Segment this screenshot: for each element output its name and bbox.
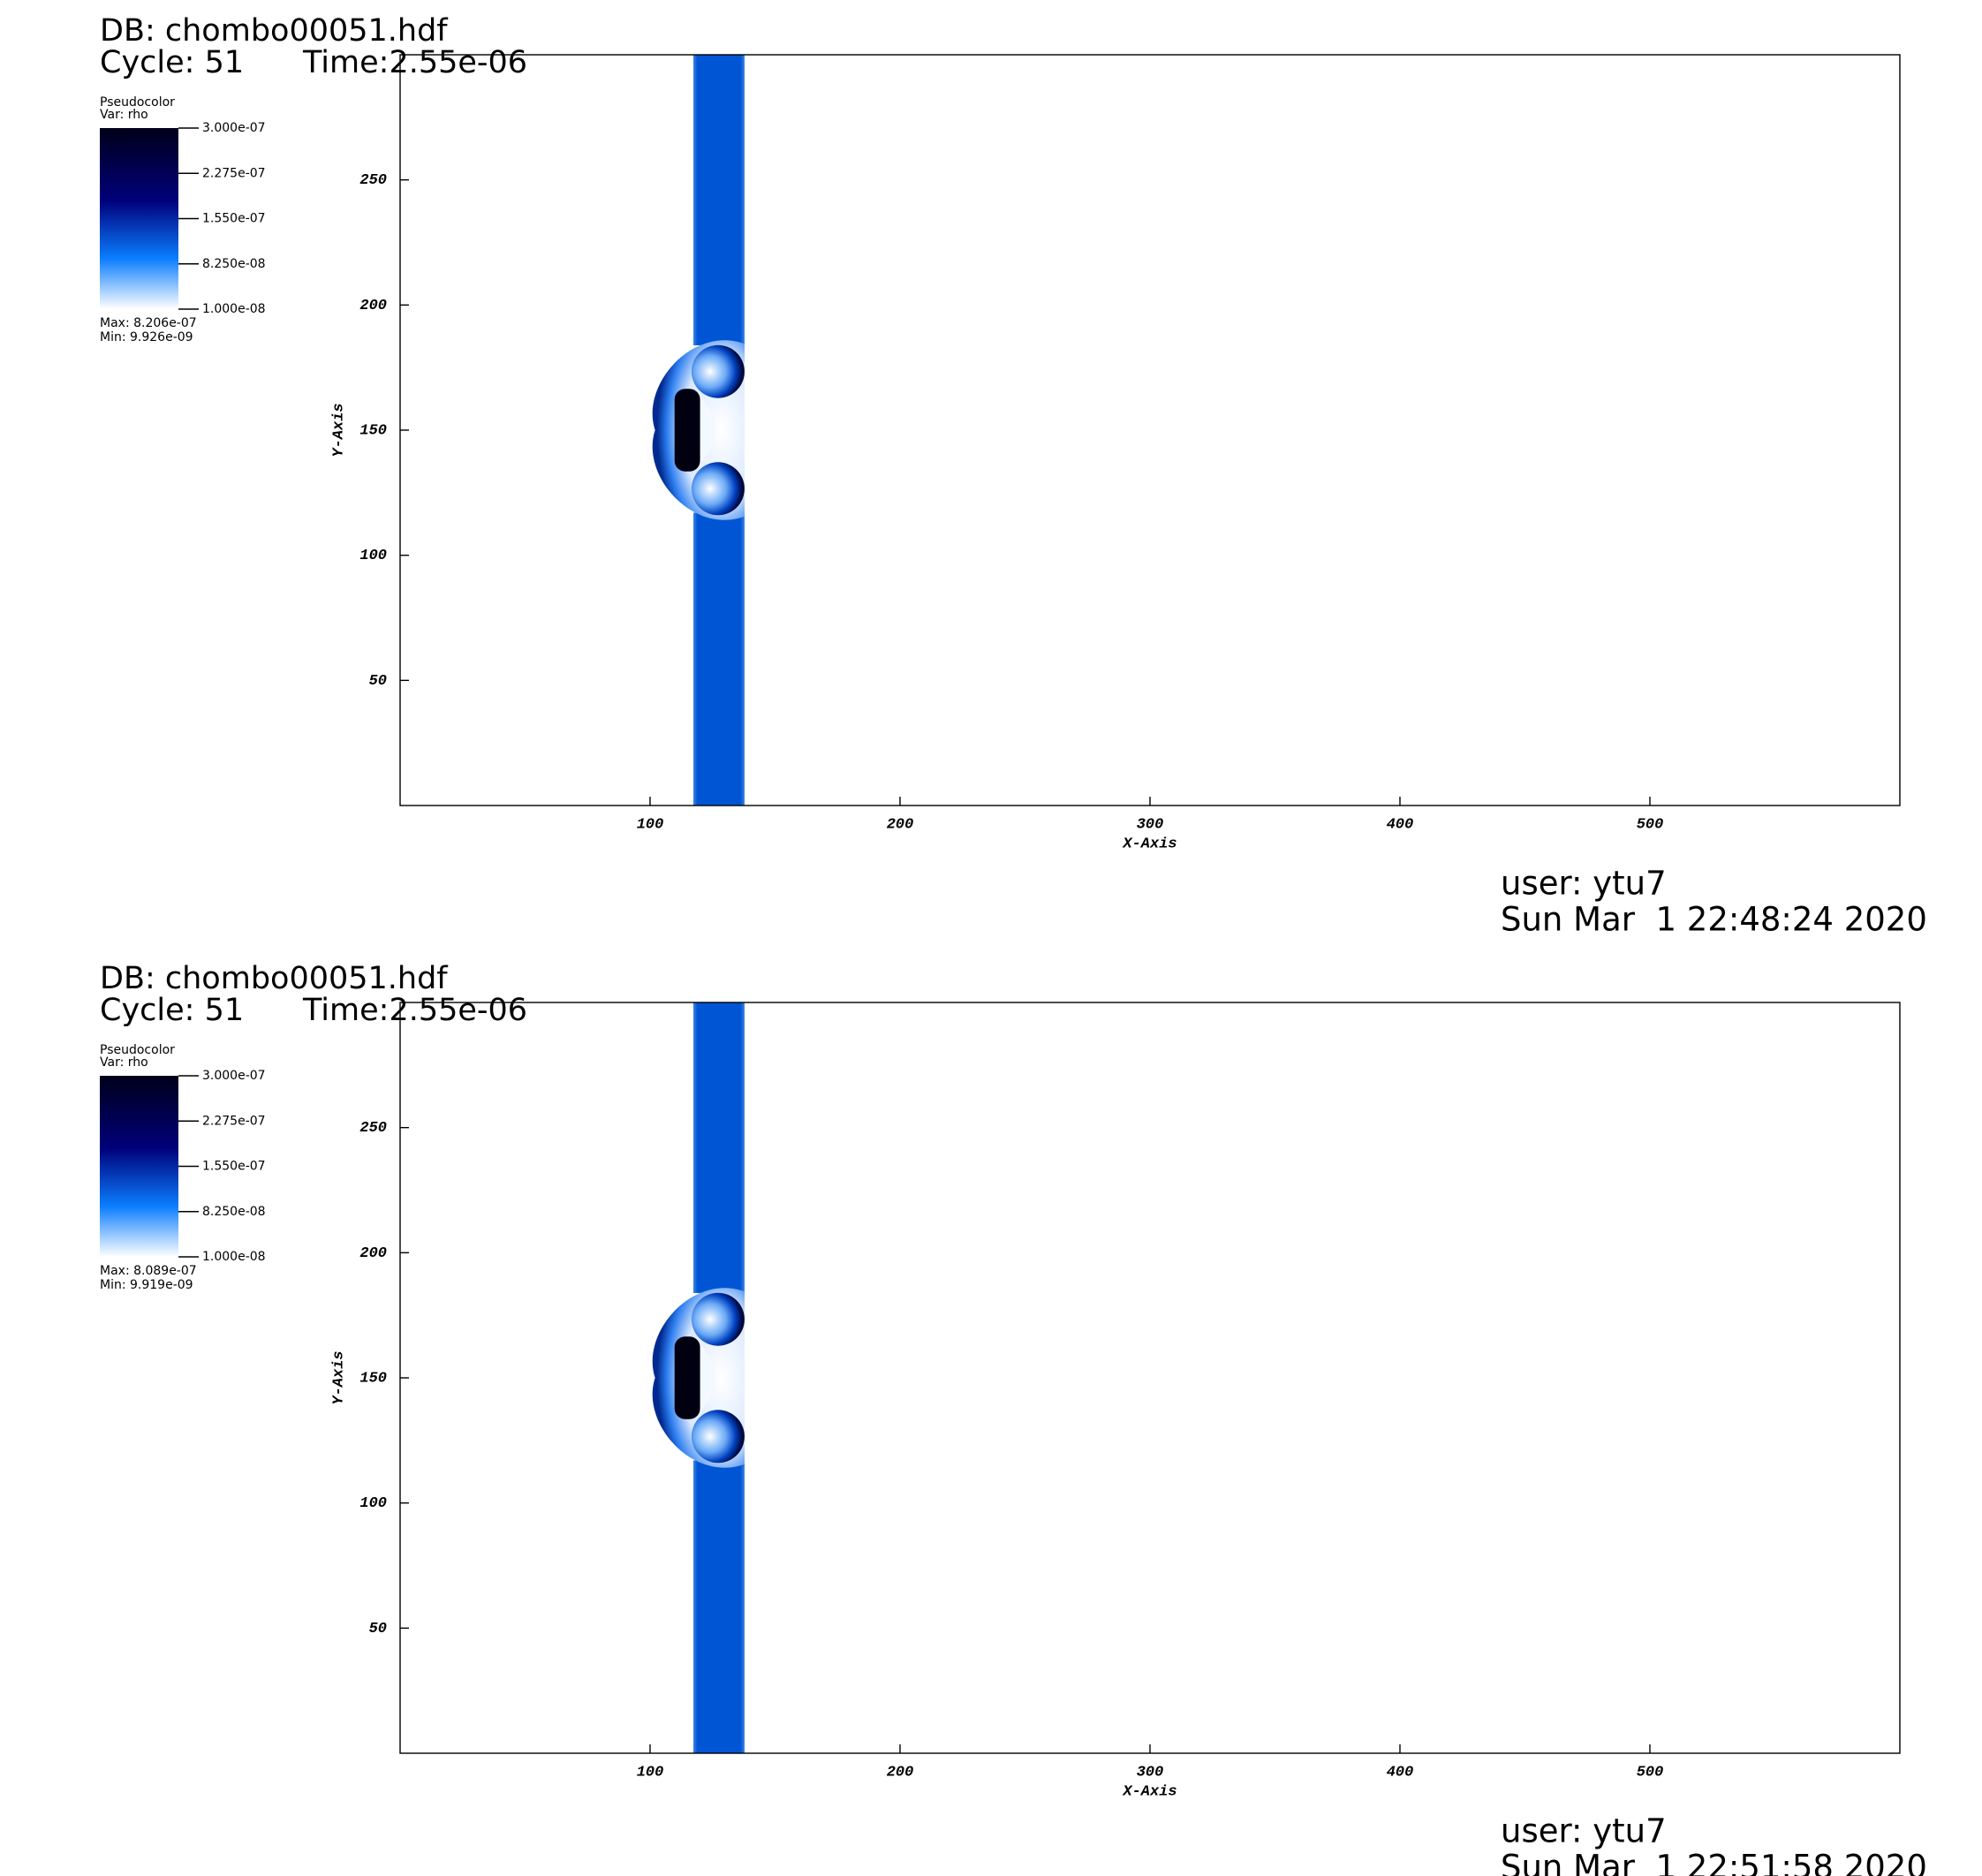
y-axis-title: Y-Axis — [330, 1350, 347, 1404]
lower-lobe — [691, 462, 745, 516]
x-tick-label: 100 — [637, 1764, 664, 1781]
colorbar-label: 1.550e-07 — [202, 212, 266, 226]
flow-band — [692, 1002, 745, 1293]
x-tick-label: 400 — [1387, 1764, 1414, 1781]
x-tick-label: 500 — [1637, 816, 1664, 833]
y-tick-label: 100 — [359, 548, 387, 564]
x-tick-label: 100 — [637, 816, 664, 833]
user: user: ytu7 — [1501, 865, 1667, 903]
db-name: DB: chombo00051.hdf — [100, 13, 448, 49]
x-tick-label: 500 — [1637, 1764, 1664, 1781]
dense-core — [674, 389, 700, 472]
colorbar-label: 2.275e-07 — [202, 166, 266, 180]
field — [652, 1002, 745, 1753]
max-label: Max: 8.206e-07 — [100, 316, 197, 330]
plot-frame — [399, 54, 1901, 806]
x-tick-label: 300 — [1137, 1764, 1164, 1781]
colorbar — [100, 128, 178, 309]
x-tick-label: 200 — [887, 1764, 914, 1781]
min-label: Min: 9.919e-09 — [100, 1278, 193, 1292]
plot-name: Pseudocolor — [100, 1043, 175, 1057]
y-tick-label: 50 — [369, 673, 387, 690]
variable: Var: rho — [100, 1055, 148, 1070]
y-tick-label: 50 — [369, 1621, 387, 1638]
plot-frame — [399, 1002, 1901, 1754]
flow-band — [692, 55, 745, 345]
y-tick-label: 200 — [359, 298, 387, 314]
user: user: ytu7 — [1501, 1812, 1667, 1850]
colorbar-label: 3.000e-07 — [202, 1069, 266, 1083]
min-label: Min: 9.926e-09 — [100, 330, 193, 344]
dense-core — [674, 1336, 700, 1419]
colorbar-label: 8.250e-08 — [202, 1205, 266, 1219]
colorbar-label: 1.000e-08 — [202, 1250, 266, 1264]
max-label: Max: 8.089e-07 — [100, 1264, 197, 1278]
colorbar-label: 3.000e-07 — [202, 121, 266, 135]
colorbar — [100, 1076, 178, 1257]
field — [652, 55, 745, 806]
y-tick-label: 250 — [359, 172, 387, 189]
db-name: DB: chombo00051.hdf — [100, 961, 448, 996]
colorbar-label: 2.275e-07 — [202, 1114, 266, 1128]
y-axis-title: Y-Axis — [330, 403, 347, 457]
x-axis-title: X-Axis — [1122, 1783, 1176, 1800]
flow-band — [692, 1460, 745, 1753]
colorbar-label: 1.550e-07 — [202, 1160, 266, 1174]
cycle: Cycle: 51 — [100, 45, 244, 80]
colorbar-label: 8.250e-08 — [202, 257, 266, 271]
x-tick-label: 300 — [1137, 816, 1164, 833]
variable: Var: rho — [100, 108, 148, 122]
y-tick-label: 150 — [359, 1370, 387, 1387]
cycle: Cycle: 51 — [100, 993, 244, 1028]
colorbar-label: 1.000e-08 — [202, 302, 266, 316]
y-tick-label: 100 — [359, 1495, 387, 1512]
date: Sun Mar 1 22:48:24 2020 — [1501, 901, 1927, 939]
y-tick-label: 250 — [359, 1120, 387, 1137]
y-tick-label: 150 — [359, 422, 387, 439]
time: Time:2.55e-06 — [302, 45, 527, 80]
time: Time:2.55e-06 — [302, 993, 527, 1028]
lower-lobe — [691, 1410, 745, 1464]
upper-lobe — [691, 1292, 745, 1346]
y-tick-label: 200 — [359, 1245, 387, 1262]
plot-name: Pseudocolor — [100, 95, 175, 110]
x-axis-title: X-Axis — [1122, 836, 1176, 852]
date: Sun Mar 1 22:51:58 2020 — [1501, 1849, 1927, 1876]
upper-lobe — [691, 344, 745, 398]
x-tick-label: 200 — [887, 816, 914, 833]
flow-band — [692, 512, 745, 806]
x-tick-label: 400 — [1387, 816, 1414, 833]
